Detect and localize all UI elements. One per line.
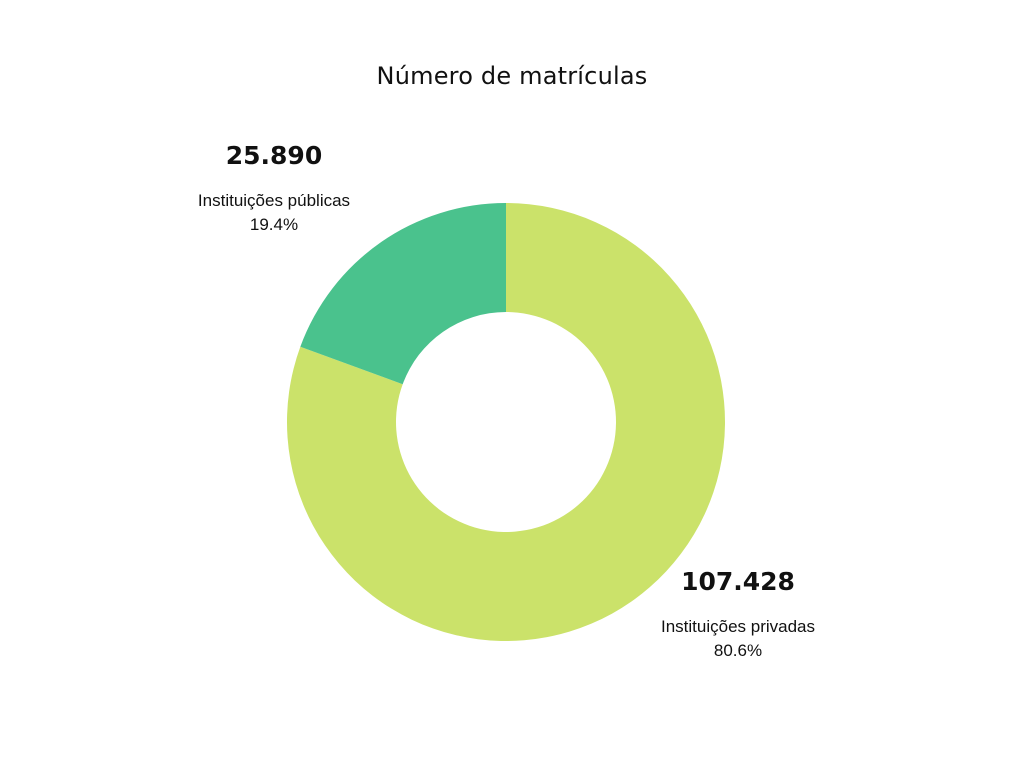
slice-value-label: 107.428 <box>681 567 795 596</box>
slice-label-publicas: 25.890 Instituições públicas 19.4% <box>174 141 374 237</box>
slice-name-label: Instituições privadas <box>660 617 816 636</box>
slice-name-label: Instituições públicas <box>197 191 351 210</box>
donut-slice-publicas <box>300 203 506 385</box>
slice-value-label: 25.890 <box>225 141 323 170</box>
slice-percent-label: 80.6% <box>713 641 763 660</box>
chart-title: Número de matrículas <box>376 62 648 90</box>
slice-percent-label: 19.4% <box>249 215 299 234</box>
slice-label-privadas: 107.428 Instituições privadas 80.6% <box>638 567 838 663</box>
donut-slice-privadas <box>286 203 725 642</box>
